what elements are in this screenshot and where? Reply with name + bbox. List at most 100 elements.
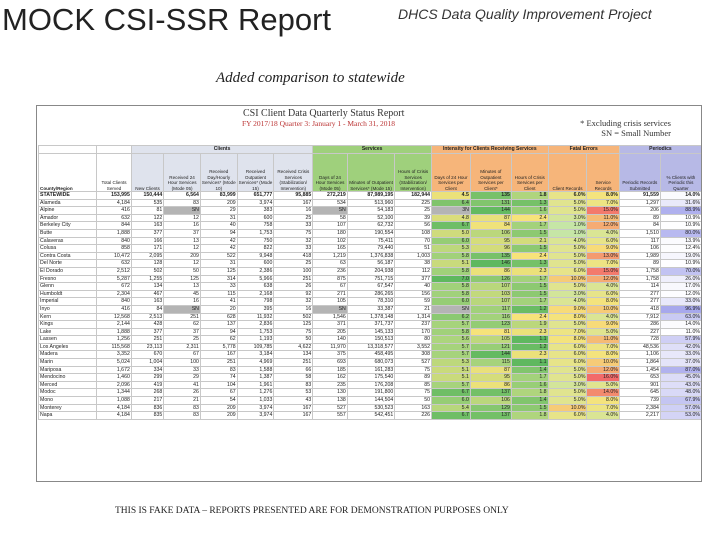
cell: 1,510 bbox=[618, 228, 661, 238]
cell: SN bbox=[431, 304, 471, 314]
county-name: Calaveras bbox=[37, 236, 98, 246]
cell: 137 bbox=[469, 411, 512, 420]
cell: 15.0% bbox=[586, 266, 620, 276]
report-notes: * Excluding crisis services SN = Small N… bbox=[580, 118, 671, 138]
cell: 268 bbox=[130, 388, 165, 398]
cell: 26.0% bbox=[659, 274, 701, 284]
cell: 38 bbox=[394, 259, 432, 268]
table-row: Inyo 416 84 SN 20 395 16 SN 33,387 21 SN 117 1.2 9.0%… bbox=[37, 304, 701, 314]
col-header-11: Minutes of Outpatient Services per Clien… bbox=[469, 153, 512, 192]
county-name: Del Norte bbox=[37, 259, 98, 268]
cell: 1,376,838 bbox=[346, 251, 396, 261]
cell: 95,885 bbox=[273, 191, 314, 200]
cell: 167 bbox=[273, 403, 314, 413]
cell: 10.0% bbox=[547, 403, 588, 413]
cell: 10.0% bbox=[586, 304, 620, 314]
cell: 10.0% bbox=[547, 274, 588, 284]
cell: 42 bbox=[199, 236, 238, 246]
cell: 513,960 bbox=[346, 198, 396, 208]
cell: 50 bbox=[394, 396, 432, 405]
cell: 377 bbox=[394, 274, 432, 284]
cell: 125 bbox=[199, 266, 238, 276]
cell: 29 bbox=[199, 206, 238, 215]
cell: 236 bbox=[312, 266, 348, 276]
cell: 26 bbox=[163, 388, 201, 398]
cell: 12 bbox=[163, 259, 201, 268]
col-header-8: Minutes of Outpatient Services* (Mode 15… bbox=[346, 153, 396, 192]
table-row: Fresno 5,287 1,255 125 314 5,966 251 875 751,715… bbox=[37, 274, 701, 284]
cell: 167 bbox=[273, 411, 314, 420]
col-header-0: County/Region bbox=[37, 153, 98, 192]
cell: 190,554 bbox=[346, 228, 396, 238]
cell: 5.0% bbox=[547, 388, 588, 398]
cell: 1.0% bbox=[547, 228, 588, 238]
cell: 1,888 bbox=[96, 228, 132, 238]
cell: 106 bbox=[469, 228, 512, 238]
cell: 251 bbox=[273, 274, 314, 284]
cell: 5.3 bbox=[431, 244, 471, 253]
cell: 121 bbox=[469, 342, 512, 352]
cell: 32 bbox=[273, 297, 314, 306]
cell: 12.0% bbox=[586, 274, 620, 284]
col-header-3: Received 24 Hour Services (Mode 05) bbox=[163, 153, 201, 192]
cell: 1,276 bbox=[236, 388, 275, 398]
cell: 2,384 bbox=[618, 403, 661, 413]
cell: 12.0% bbox=[586, 221, 620, 230]
cell: 10.9% bbox=[659, 259, 701, 268]
cell: 171 bbox=[130, 244, 165, 253]
cell: 95 bbox=[469, 373, 512, 382]
cell: 122 bbox=[130, 213, 165, 223]
col-header-13: Client Records bbox=[547, 153, 588, 192]
cell: 6.0% bbox=[547, 342, 588, 352]
cell: 1,387 bbox=[236, 373, 275, 382]
cell: 33 bbox=[273, 244, 314, 253]
cell: 206 bbox=[618, 206, 661, 215]
cell: 56 bbox=[394, 221, 432, 230]
cell: 146 bbox=[469, 259, 512, 268]
cell: 5.0% bbox=[547, 396, 588, 405]
cell: 4,184 bbox=[96, 198, 132, 208]
cell: 1.5 bbox=[510, 244, 549, 253]
col-header-1: Total Clients Served bbox=[96, 153, 132, 192]
cell: 114 bbox=[618, 282, 661, 291]
cell: 10.9% bbox=[659, 213, 701, 223]
cell: 58 bbox=[273, 373, 314, 382]
cell: 530,523 bbox=[346, 403, 396, 413]
cell: 225 bbox=[394, 198, 432, 208]
cell: 25 bbox=[273, 213, 314, 223]
county-name: Mendocino bbox=[37, 373, 98, 382]
cell: 1,004 bbox=[130, 358, 165, 367]
cell: 3,352 bbox=[96, 350, 132, 360]
cell: 4.0% bbox=[586, 282, 620, 291]
note-small-number: SN = Small Number bbox=[601, 128, 671, 138]
cell: 10,472 bbox=[96, 251, 132, 261]
cell: 527 bbox=[312, 403, 348, 413]
cell: 56,187 bbox=[346, 259, 396, 268]
col-header-7: Days of 24 Hour Services (Mode 05) bbox=[312, 153, 348, 192]
table-row: Humboldt 2,304 467 45 115 2,168 92 271 286,265 15… bbox=[37, 289, 701, 299]
cell: 62,732 bbox=[346, 221, 396, 230]
cell: 1.5 bbox=[510, 282, 549, 291]
group-total bbox=[96, 145, 132, 154]
cell: 14.0% bbox=[586, 388, 620, 398]
cell: 37 bbox=[163, 327, 201, 337]
cell: 3,552 bbox=[394, 342, 432, 352]
cell: 12 bbox=[163, 244, 201, 253]
cell: 94 bbox=[199, 327, 238, 337]
county-name: Fresno bbox=[37, 274, 98, 284]
cell: 57.9% bbox=[659, 335, 701, 344]
cell: 135 bbox=[469, 251, 512, 261]
county-name: Madera bbox=[37, 350, 98, 360]
cell: 10.0% bbox=[586, 358, 620, 367]
county-name: Glenn bbox=[37, 282, 98, 291]
cell: 162 bbox=[312, 373, 348, 382]
cell: 638 bbox=[236, 282, 275, 291]
table-row: Marin 5,024 1,004 100 251 4,969 251 693 680,073 5… bbox=[37, 358, 701, 367]
cell: 144 bbox=[469, 350, 512, 360]
cell: 115,568 bbox=[96, 342, 132, 352]
cell: 31 bbox=[199, 259, 238, 268]
cell: 237 bbox=[394, 320, 432, 329]
cell: 9.0% bbox=[586, 320, 620, 329]
cell: 209 bbox=[199, 403, 238, 413]
cell: 138 bbox=[312, 396, 348, 405]
